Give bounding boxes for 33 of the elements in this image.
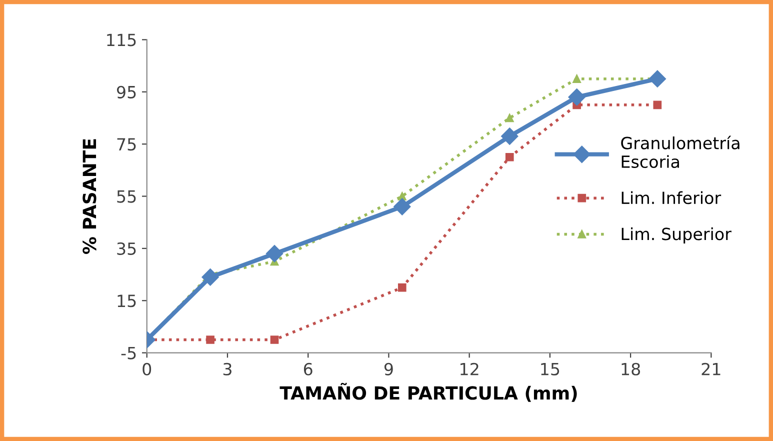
- x-tick-label: 12: [460, 362, 478, 376]
- point: [572, 74, 581, 83]
- point: [653, 100, 662, 110]
- y-tick-label: 15: [118, 294, 136, 308]
- legend-label: Lim. Inferior: [622, 191, 722, 204]
- point: [270, 336, 279, 344]
- point: [394, 198, 411, 216]
- x-tick-label: 6: [304, 362, 312, 376]
- x-tick-label: 21: [702, 362, 720, 376]
- y-tick-label: 55: [117, 190, 136, 203]
- y-tick-label: -5: [121, 346, 136, 360]
- y-tick-label: 75: [117, 138, 136, 151]
- y-axis-title: % PASANTE: [82, 139, 96, 254]
- point: [505, 114, 514, 122]
- x-tick-label: 18: [622, 362, 640, 376]
- point: [648, 70, 666, 88]
- x-tick-label: 15: [541, 363, 560, 376]
- point: [398, 283, 406, 292]
- x-axis-title: TAMAÑO DE PARTICULA (mm): [280, 382, 577, 402]
- x-tick-label: 9: [384, 362, 393, 376]
- point: [202, 268, 219, 286]
- legend-label: Granulometría Escoria: [621, 136, 740, 168]
- point: [505, 152, 514, 162]
- point: [206, 336, 214, 344]
- point: [568, 88, 586, 106]
- x-tick-label: 3: [223, 362, 232, 376]
- legend-label: Lim. Superior: [622, 227, 732, 244]
- point: [501, 128, 518, 145]
- y-tick-label: 35: [117, 242, 136, 255]
- x-tick-label: 0: [142, 362, 152, 376]
- y-tick-label: 115: [107, 34, 136, 46]
- point: [266, 245, 284, 262]
- y-tick-label: 95: [116, 86, 136, 98]
